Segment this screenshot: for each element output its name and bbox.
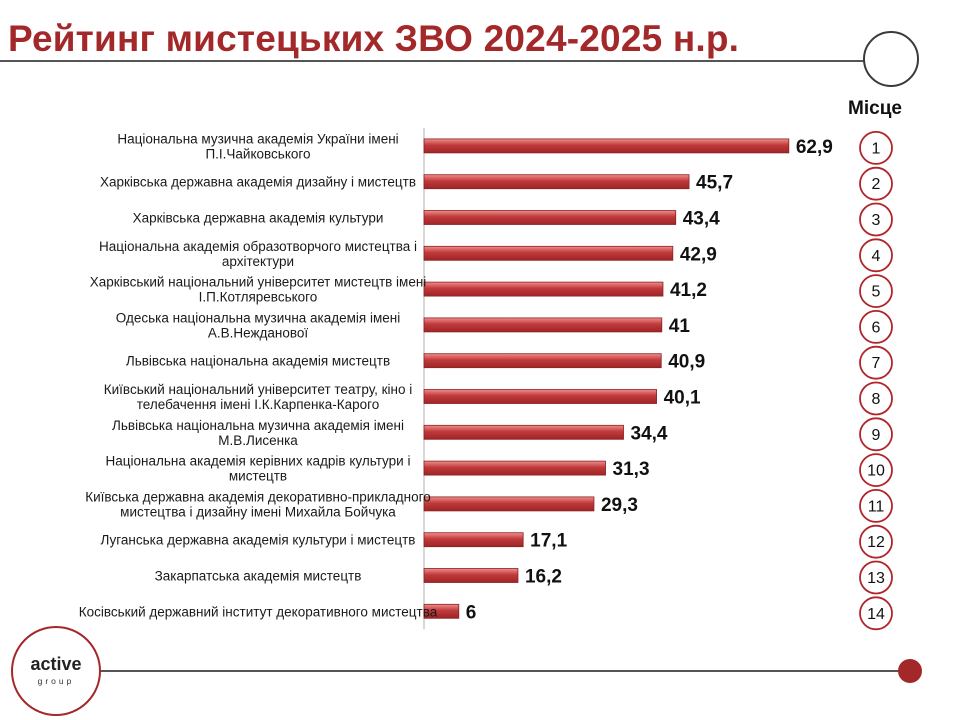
rank-badge [859, 238, 893, 273]
rank-badge [859, 417, 893, 452]
logo-subtext: group [37, 676, 75, 686]
category-label: Львівська національна академія мистецтв [126, 354, 390, 369]
category-label: Національна академія образотворчого мист… [99, 239, 417, 269]
rank-badge [859, 524, 893, 559]
rank-number: 10 [867, 463, 885, 480]
rank-number: 12 [867, 534, 885, 551]
title-divider [0, 60, 866, 62]
rank-column-header: Місце [848, 98, 902, 119]
category-label: Закарпатська академія мистецтв [155, 569, 362, 584]
bar-value-label: 40,9 [668, 352, 705, 373]
rank-badge [859, 202, 893, 237]
category-label: Національна академія керівних кадрів кул… [106, 454, 411, 484]
rank-number: 2 [872, 176, 881, 193]
bar-value-label: 34,4 [631, 423, 668, 444]
bar [423, 317, 663, 333]
bar [423, 532, 524, 548]
rank-badge [859, 274, 893, 309]
bar-value-label: 62,9 [796, 137, 833, 158]
category-label: Національна музична академія України іме… [117, 131, 398, 161]
category-label: Косівський державний інститут декоративн… [79, 604, 438, 619]
rank-number: 8 [872, 391, 881, 408]
rank-badge [859, 166, 893, 201]
category-label: Київський національний університет театр… [104, 382, 412, 412]
bar [423, 389, 657, 404]
footer-divider [100, 670, 908, 672]
bar-value-label: 17,1 [530, 531, 567, 552]
rank-number: 11 [868, 498, 885, 515]
rank-badge [859, 453, 893, 488]
bar-value-label: 31,3 [613, 459, 650, 480]
category-label: Одеська національна музична академія іме… [116, 310, 400, 340]
bar [423, 174, 690, 190]
category-label: Харківська державна академія дизайну і м… [100, 175, 416, 190]
bar [423, 245, 674, 261]
bar [423, 424, 624, 440]
rank-number: 6 [872, 319, 881, 336]
bar-value-label: 6 [466, 602, 477, 623]
bar [423, 210, 677, 225]
decorative-dot [898, 659, 922, 683]
category-label: Харківська державна академія культури [133, 211, 384, 226]
bar-value-label: 29,3 [601, 495, 638, 516]
rank-number: 7 [872, 355, 881, 372]
bar-value-label: 43,4 [683, 209, 720, 230]
rank-badge [859, 309, 893, 344]
rank-number: 4 [872, 248, 881, 265]
bar-value-label: 45,7 [696, 173, 733, 194]
rank-badge [859, 130, 893, 165]
company-logo: active group [11, 626, 101, 716]
bar [423, 138, 790, 154]
bar [423, 568, 519, 583]
bar [423, 281, 664, 297]
bar [423, 603, 460, 619]
bar-value-label: 42,9 [680, 244, 717, 265]
decorative-circle [863, 31, 919, 87]
page-title: Рейтинг мистецьких ЗВО 2024-2025 н.р. [8, 18, 740, 59]
bar [423, 353, 662, 369]
category-label: Львівська національна музична академія і… [112, 418, 404, 448]
rank-number: 13 [867, 570, 885, 587]
category-label: Київська державна академія декоративно-п… [85, 489, 431, 519]
rank-number: 14 [867, 606, 885, 623]
rank-badge [859, 381, 893, 416]
rank-badge [859, 596, 893, 631]
bar-value-label: 41 [669, 316, 691, 337]
category-label: Луганська державна академія культури і м… [101, 533, 416, 548]
rank-number: 5 [872, 284, 881, 301]
rank-badge [859, 488, 893, 523]
rank-number: 3 [872, 212, 881, 229]
rank-number: 9 [872, 427, 881, 444]
bar-value-label: 16,2 [525, 567, 562, 588]
bar [423, 496, 595, 512]
logo-text: active [30, 654, 82, 674]
bar-value-label: 41,2 [670, 280, 707, 301]
category-label: Харківський національний університет мис… [90, 275, 427, 305]
rank-badge [859, 345, 893, 380]
bar [423, 460, 606, 476]
bar-value-label: 40,1 [664, 388, 701, 409]
rank-number: 1 [872, 140, 881, 157]
rank-badge [859, 560, 893, 595]
